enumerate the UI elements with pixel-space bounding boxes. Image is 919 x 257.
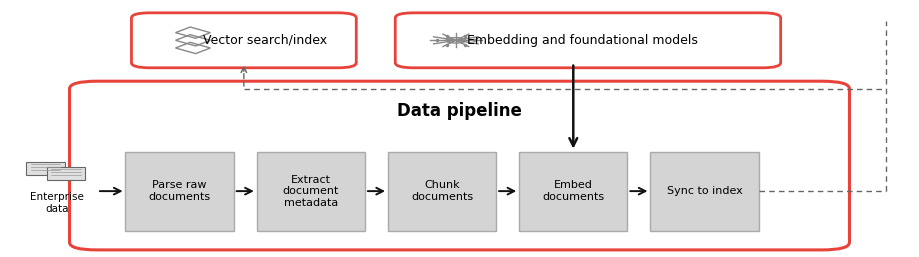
FancyBboxPatch shape [27, 162, 65, 175]
Text: Extract
document
metadata: Extract document metadata [283, 175, 339, 208]
FancyBboxPatch shape [388, 152, 496, 231]
FancyBboxPatch shape [126, 152, 233, 231]
Text: Data pipeline: Data pipeline [397, 102, 522, 120]
FancyBboxPatch shape [47, 167, 85, 180]
FancyBboxPatch shape [395, 13, 780, 68]
Text: Sync to index: Sync to index [666, 186, 743, 196]
Text: Enterprise
data: Enterprise data [29, 192, 84, 214]
FancyBboxPatch shape [519, 152, 628, 231]
FancyBboxPatch shape [131, 13, 357, 68]
FancyBboxPatch shape [256, 152, 365, 231]
Text: Embed
documents: Embed documents [542, 180, 605, 202]
FancyBboxPatch shape [651, 152, 759, 231]
Text: Parse raw
documents: Parse raw documents [149, 180, 210, 202]
Text: Vector search/index: Vector search/index [203, 34, 327, 47]
Text: Embedding and foundational models: Embedding and foundational models [467, 34, 698, 47]
Text: Chunk
documents: Chunk documents [411, 180, 473, 202]
FancyBboxPatch shape [70, 81, 849, 250]
